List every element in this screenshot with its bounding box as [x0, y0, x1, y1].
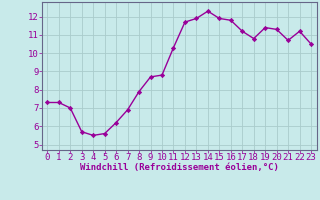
X-axis label: Windchill (Refroidissement éolien,°C): Windchill (Refroidissement éolien,°C)	[80, 163, 279, 172]
